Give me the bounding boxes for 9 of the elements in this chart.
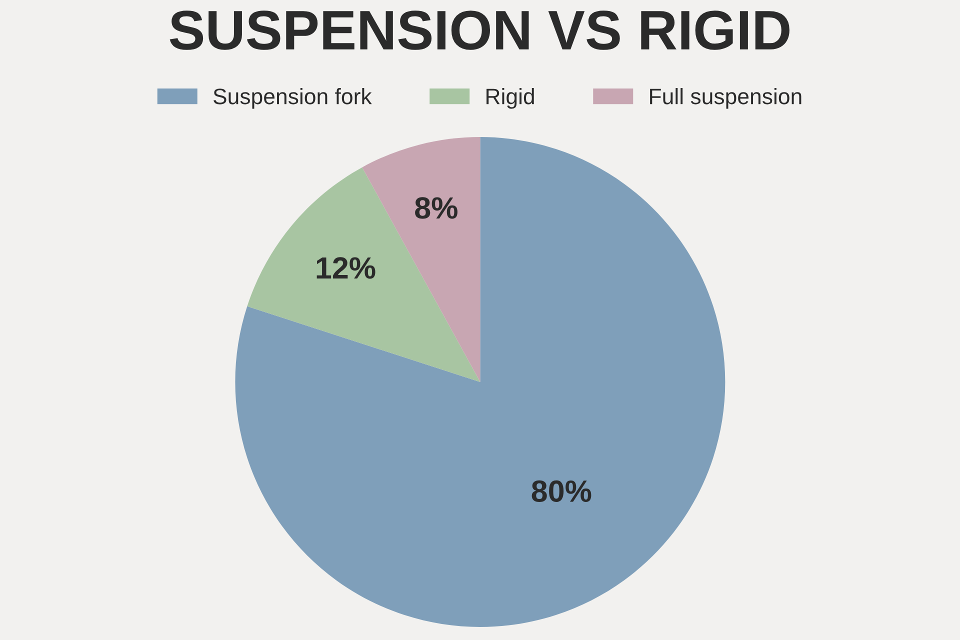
- legend-label: Full suspension: [650, 88, 802, 109]
- pie-slice: [247, 167, 480, 382]
- pie-slice: [235, 137, 726, 628]
- legend-label: Rigid: [486, 88, 534, 109]
- legend-label: Suspension fork: [213, 88, 372, 109]
- data-label: 12%: [316, 257, 376, 279]
- data-label: 80%: [532, 480, 592, 502]
- data-label: 8%: [415, 197, 458, 219]
- chart-title: SUSPENSION VS RIGID: [170, 10, 790, 50]
